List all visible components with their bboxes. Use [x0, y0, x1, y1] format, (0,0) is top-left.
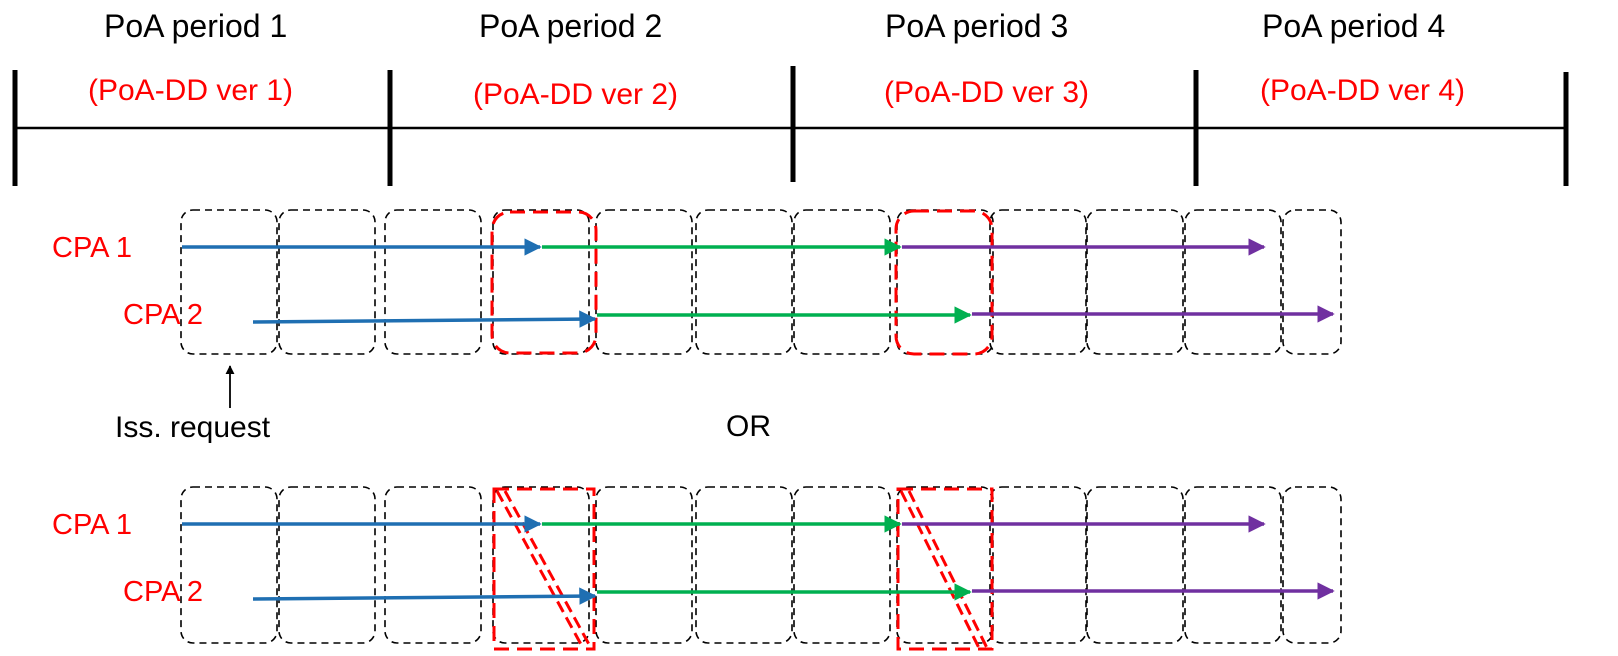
top-box-1 [180, 209, 278, 355]
period-2-label: PoA period 2 [479, 8, 663, 44]
top-cpa-1-label: CPA 1 [52, 232, 133, 264]
bottom-transition-window-1 [492, 487, 596, 651]
bottom-box-6 [695, 486, 793, 644]
top-box-11 [1184, 209, 1282, 355]
top-transition-window-2 [894, 209, 994, 356]
top-box-8 [896, 209, 994, 355]
bottom-window-2-stripe-2 [907, 490, 989, 649]
bottom-window-2-stripe-1 [899, 490, 981, 649]
period-2-version: (PoA-DD ver 2) [473, 78, 679, 111]
bottom-cpa2-arrow-ver1 [252, 587, 597, 605]
period-1-label: PoA period 1 [104, 8, 288, 44]
top-box-2 [278, 209, 376, 355]
bottom-box-10 [1086, 486, 1184, 644]
bottom-box-1 [180, 486, 278, 644]
bottom-window-1-stripe-2 [503, 490, 593, 649]
bottom-cpa-2-label: CPA 2 [123, 576, 204, 608]
top-box-9 [989, 209, 1087, 355]
bottom-box-9 [989, 486, 1087, 644]
period-1-version: (PoA-DD ver 1) [88, 74, 294, 107]
period-3-version: (PoA-DD ver 3) [884, 76, 1090, 109]
or-separator-label: OR [726, 410, 771, 443]
period-4-label: PoA period 4 [1262, 8, 1446, 44]
top-cpa2-arrow-ver1 [252, 310, 597, 328]
bottom-box-5 [595, 486, 693, 644]
bottom-box-12 [1282, 486, 1342, 644]
bottom-box-3 [384, 486, 482, 644]
bottom-box-7 [793, 486, 891, 644]
bottom-window-1-stripe-1 [495, 490, 585, 649]
bottom-cpa-1-label: CPA 1 [52, 509, 133, 541]
top-box-12 [1282, 209, 1342, 355]
bottom-box-11 [1184, 486, 1282, 644]
top-box-10 [1086, 209, 1184, 355]
bottom-box-2 [278, 486, 376, 644]
top-box-6 [695, 209, 793, 355]
top-box-5 [595, 209, 693, 355]
issuance-request-label: Iss. request [115, 411, 271, 444]
period-4-version: (PoA-DD ver 4) [1260, 74, 1466, 107]
top-transition-window-1 [490, 210, 598, 355]
period-3-label: PoA period 3 [885, 8, 1069, 44]
bottom-transition-window-2 [896, 487, 994, 651]
top-box-7 [793, 209, 891, 355]
top-box-3 [384, 209, 482, 355]
top-cpa-2-label: CPA 2 [123, 299, 204, 331]
top-box-4 [492, 209, 590, 355]
